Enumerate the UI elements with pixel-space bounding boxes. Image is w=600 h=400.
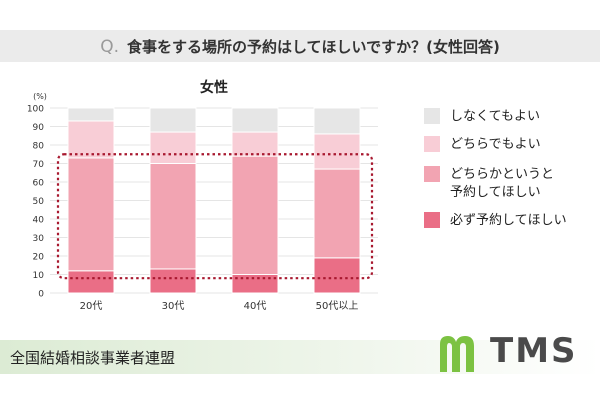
bar-segment-1 bbox=[313, 257, 361, 294]
bar-segment-4 bbox=[313, 107, 361, 135]
logo-text: TMS bbox=[490, 331, 578, 371]
y-tick-label: 100 bbox=[27, 105, 44, 115]
question-text: 食事をする場所の予約はしてほしいですか？(女性回答) bbox=[126, 38, 500, 56]
y-tick-label: 10 bbox=[33, 271, 45, 281]
tms-logo: TMS bbox=[434, 328, 594, 378]
bar-segment-2 bbox=[149, 163, 197, 270]
stacked-bar-chart: 女性 (%) 0 10 20 30 40 50 60 70 80 90 100 20代 30代 40代 50代以… bbox=[27, 79, 378, 312]
y-tick-label: 30 bbox=[33, 234, 45, 244]
bar-segment-3 bbox=[149, 131, 197, 164]
legend-item-shinakutemo: しなくてもよい bbox=[424, 108, 540, 126]
y-tick-label: 40 bbox=[33, 216, 45, 226]
x-tick-label: 40代 bbox=[244, 300, 267, 312]
bar-segment-4 bbox=[231, 107, 279, 133]
bar-segment-2 bbox=[67, 157, 115, 272]
y-tick-label: 0 bbox=[38, 290, 44, 300]
bar-segment-1 bbox=[149, 268, 197, 294]
y-tick-label: 20 bbox=[33, 253, 45, 263]
legend-swatch bbox=[424, 212, 440, 228]
legend-swatch bbox=[424, 136, 440, 152]
legend-swatch bbox=[424, 166, 440, 182]
legend-label: しなくてもよい bbox=[450, 109, 540, 124]
bar-segment-4 bbox=[67, 107, 115, 122]
legend-label: 必ず予約してほしい bbox=[450, 213, 567, 228]
bar-segment-1 bbox=[67, 270, 115, 294]
bar-segment-1 bbox=[231, 274, 279, 294]
bar-segment-4 bbox=[149, 107, 197, 133]
legend-item-kanarazu: 必ず予約してほしい bbox=[424, 212, 567, 230]
chart-title: 女性 bbox=[200, 79, 228, 96]
x-tick-label: 50代以上 bbox=[316, 300, 359, 312]
x-tick-label: 30代 bbox=[162, 300, 185, 312]
organization-name: 全国結婚相談事業者連盟 bbox=[10, 349, 176, 367]
legend-item-dochirakato: どちらかというと 予約してほしい bbox=[424, 166, 554, 202]
y-tick-label: 90 bbox=[33, 123, 45, 133]
legend-label: どちらかというと 予約してほしい bbox=[450, 167, 555, 200]
y-tick-label: 80 bbox=[33, 142, 45, 152]
question-banner: Q. 食事をする場所の予約はしてほしいですか？(女性回答) bbox=[0, 30, 600, 62]
bar-segment-3 bbox=[231, 131, 279, 157]
highlight-dashed-box bbox=[56, 153, 374, 280]
footer-band: 全国結婚相談事業者連盟 bbox=[0, 340, 600, 374]
question-prefix: Q. bbox=[100, 37, 119, 57]
tms-logo-mark-icon bbox=[440, 336, 474, 372]
bar-segment-3 bbox=[313, 133, 361, 170]
y-tick-label: 50 bbox=[33, 197, 45, 207]
legend-label: どちらでもよい bbox=[450, 137, 541, 152]
bar-segment-3 bbox=[67, 120, 115, 159]
bar-segment-2 bbox=[313, 168, 361, 259]
legend-item-dochirademo: どちらでもよい bbox=[424, 136, 541, 154]
bar-segment-2 bbox=[231, 155, 279, 275]
y-axis-unit-label: (%) bbox=[33, 92, 47, 101]
question-title: Q. 食事をする場所の予約はしてほしいですか？(女性回答) bbox=[0, 36, 600, 57]
x-tick-label: 20代 bbox=[80, 300, 103, 312]
y-tick-label: 60 bbox=[33, 179, 45, 189]
y-tick-label: 70 bbox=[33, 160, 45, 170]
legend-swatch bbox=[424, 108, 440, 124]
